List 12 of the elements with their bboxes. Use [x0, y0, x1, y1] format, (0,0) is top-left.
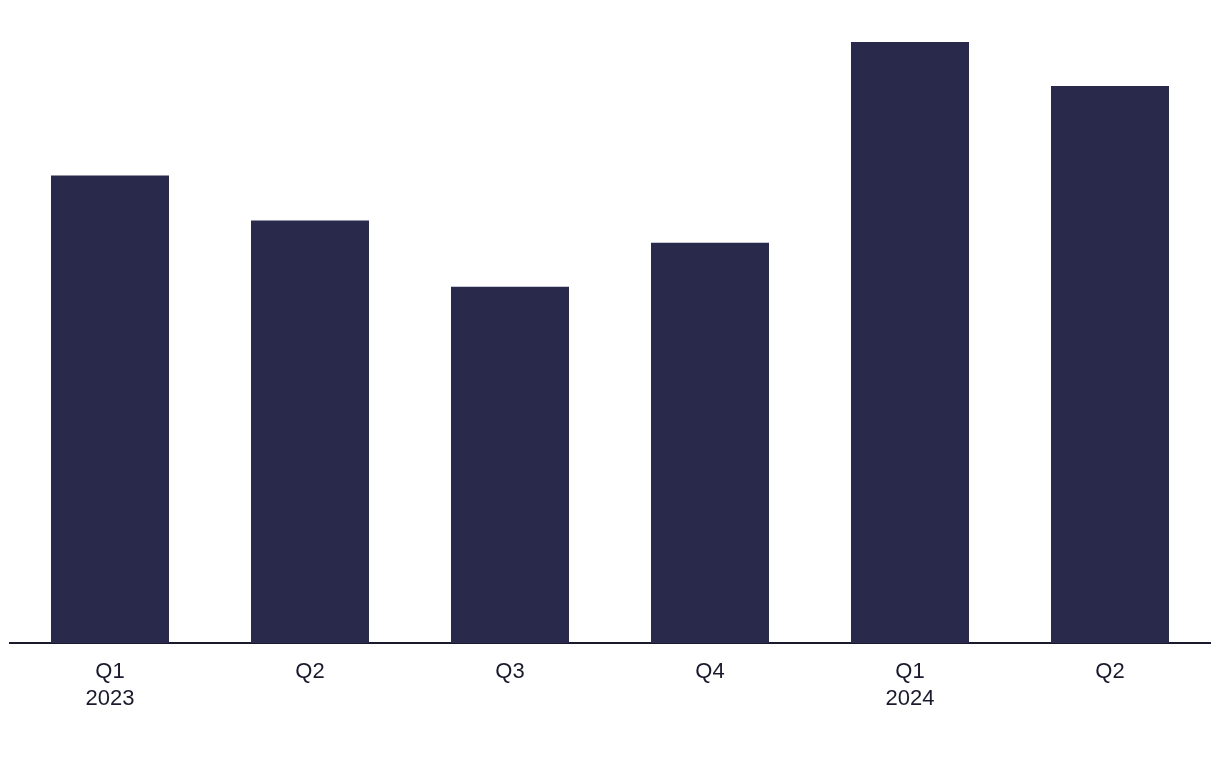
x-tick-label: Q1 2023 [85, 658, 135, 710]
bar [51, 175, 169, 644]
x-tick-label: Q2 [1095, 658, 1125, 684]
x-tick-label: Q4 [695, 658, 725, 684]
bar [251, 220, 369, 644]
bar [451, 286, 569, 644]
x-tick-label: Q2 [295, 658, 325, 684]
bar [851, 42, 969, 644]
x-tick-label: Q1 2024 [885, 658, 935, 710]
x-tick-label: Q3 [495, 658, 525, 684]
bar [1051, 85, 1169, 644]
bar [651, 242, 769, 644]
